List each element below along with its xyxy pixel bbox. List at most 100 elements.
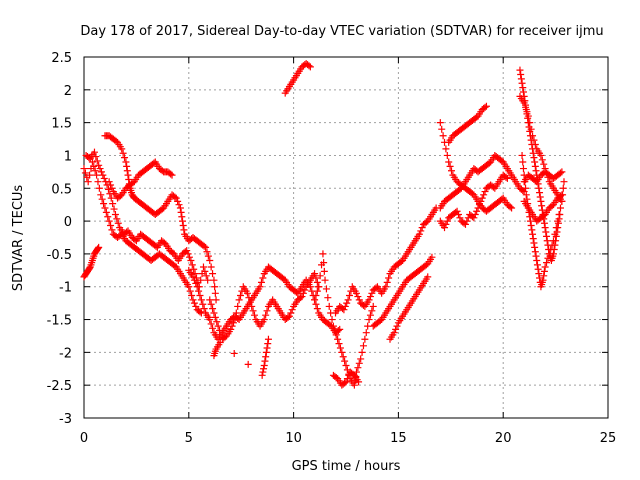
y-tick-label: 1.5: [51, 117, 72, 132]
data-point: [193, 283, 201, 291]
data-point: [532, 252, 540, 260]
data-point: [105, 217, 113, 225]
data-point: [209, 270, 217, 278]
data-point: [331, 326, 339, 334]
data-point: [172, 194, 180, 202]
data-point: [196, 291, 204, 299]
data-point: [102, 208, 110, 216]
data-point: [95, 161, 103, 169]
data-point: [264, 335, 272, 343]
data-point: [355, 296, 363, 304]
data-point: [207, 263, 215, 271]
data-point: [98, 195, 106, 203]
data-point: [518, 79, 526, 87]
data-series-track-22: [520, 168, 566, 186]
data-point: [195, 287, 203, 295]
data-point: [113, 215, 121, 223]
data-point: [390, 329, 398, 337]
data-point: [535, 270, 543, 278]
data-point: [454, 211, 462, 219]
data-point: [214, 322, 222, 330]
data-point: [100, 200, 108, 208]
data-point: [228, 322, 236, 330]
data-point: [558, 197, 566, 205]
axis-ticks: [83, 56, 609, 419]
data-point: [192, 302, 200, 310]
data-series-track-4: [105, 158, 176, 202]
data-point: [536, 193, 544, 201]
data-point: [341, 357, 349, 365]
data-point: [100, 174, 108, 182]
data-point: [463, 217, 471, 225]
data-point: [320, 267, 328, 275]
data-point: [86, 264, 94, 272]
data-point: [188, 261, 196, 269]
data-point: [86, 171, 94, 179]
data-point: [336, 325, 344, 333]
data-point: [248, 302, 256, 310]
data-point: [547, 246, 555, 254]
data-series-track-9: [281, 60, 314, 97]
data-point: [531, 243, 539, 251]
data-point: [502, 173, 510, 181]
data-point: [361, 335, 369, 343]
data-point: [185, 283, 193, 291]
data-point: [209, 324, 217, 332]
data-point: [184, 250, 192, 258]
data-point: [519, 165, 527, 173]
data-point: [532, 167, 540, 175]
data-point: [338, 348, 346, 356]
data-point: [533, 261, 541, 269]
data-point: [196, 308, 204, 316]
data-point: [171, 193, 179, 201]
data-point: [177, 208, 185, 216]
data-point: [536, 189, 544, 197]
data-point: [187, 256, 195, 264]
x-tick-label: 0: [80, 431, 88, 446]
data-point: [481, 103, 489, 111]
data-point: [428, 253, 436, 261]
data-point: [342, 361, 350, 369]
data-point: [447, 167, 455, 175]
data-point: [522, 191, 530, 199]
y-tick-label: -2.5: [47, 379, 72, 394]
data-point: [519, 84, 527, 92]
data-point: [559, 184, 567, 192]
data-point: [526, 217, 534, 225]
data-point: [332, 331, 340, 339]
data-point: [456, 214, 464, 222]
data-point: [558, 168, 566, 176]
data-series-track-6: [185, 263, 344, 343]
data-point: [443, 151, 451, 159]
data-point: [312, 274, 320, 282]
data-point: [352, 289, 360, 297]
data-point: [540, 160, 548, 168]
data-point: [185, 253, 193, 261]
data-point: [108, 184, 116, 192]
data-point: [210, 276, 218, 284]
data-point: [305, 62, 313, 70]
data-point: [519, 88, 527, 96]
data-point: [90, 148, 98, 156]
data-series-track-16: [436, 151, 528, 212]
data-point: [556, 192, 564, 200]
data-point: [534, 265, 542, 273]
data-series-track-14: [386, 273, 432, 343]
data-point: [180, 226, 188, 234]
data-point: [322, 285, 330, 293]
data-point: [366, 293, 374, 301]
data-point: [445, 158, 453, 166]
data-point: [517, 75, 525, 83]
data-point: [354, 364, 362, 372]
data-point: [541, 263, 549, 271]
data-series-track-5: [80, 243, 103, 281]
data-series-track-10: [311, 250, 377, 389]
data-point: [121, 154, 129, 162]
data-point: [369, 302, 377, 310]
data-point: [478, 194, 486, 202]
data-point: [436, 119, 444, 127]
data-point: [123, 162, 131, 170]
data-point: [211, 289, 219, 297]
data-point: [207, 320, 215, 328]
data-point: [312, 300, 320, 308]
